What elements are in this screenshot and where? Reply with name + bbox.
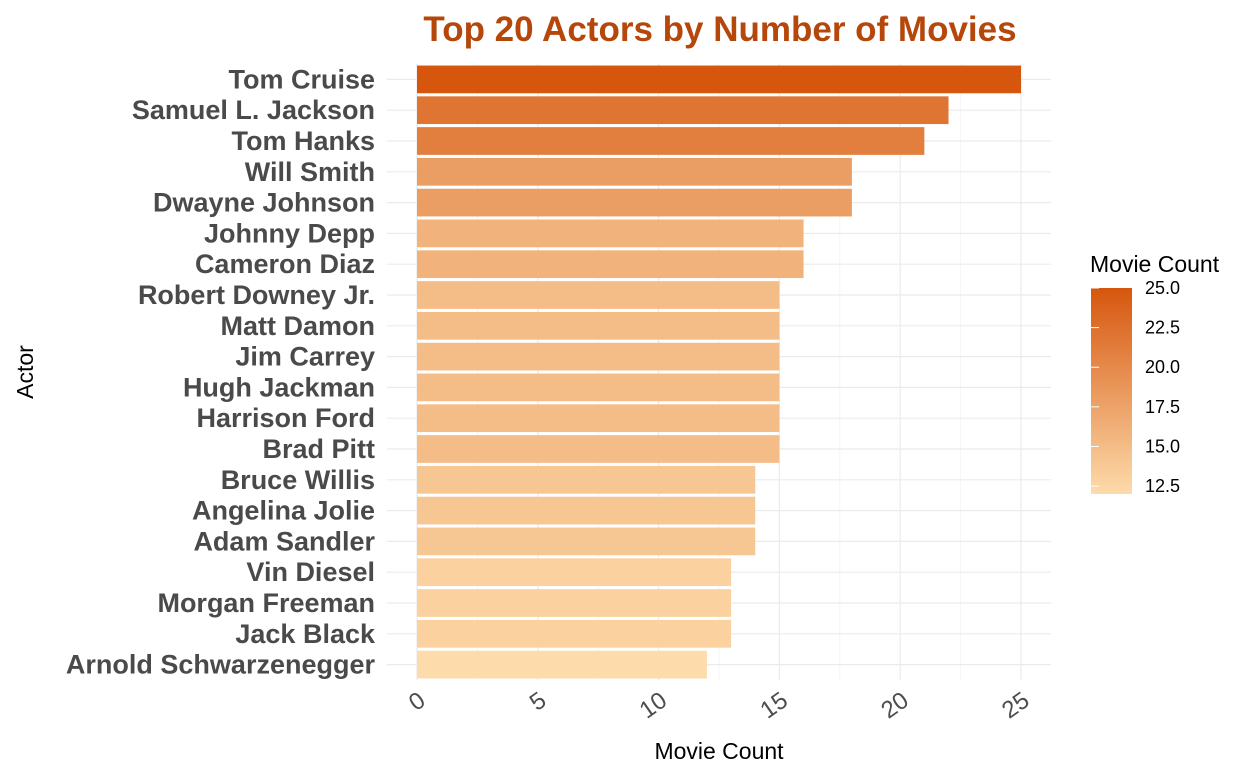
bar	[417, 619, 732, 648]
x-tick-label: 15	[755, 687, 792, 724]
gridlines	[387, 64, 1051, 680]
y-tick-label: Angelina Jolie	[192, 496, 375, 526]
x-axis-title: Movie Count	[654, 738, 784, 764]
y-tick-label: Cameron Diaz	[195, 249, 375, 279]
x-tick-label: 25	[997, 687, 1034, 724]
bar	[417, 496, 756, 525]
chart-title: Top 20 Actors by Number of Movies	[423, 10, 1016, 49]
bar	[417, 650, 707, 679]
bar	[417, 465, 756, 494]
legend-tick-label: 20.0	[1145, 357, 1180, 377]
legend: Movie Count 25.0 22.5 20.0 17.5 15.0 12.5	[1090, 251, 1220, 496]
x-tick-label: 20	[876, 687, 913, 724]
bar	[417, 65, 1021, 94]
y-tick-label: Robert Downey Jr.	[138, 280, 375, 310]
y-tick-label: Arnold Schwarzenegger	[66, 650, 376, 680]
y-tick-label: Adam Sandler	[193, 526, 375, 556]
y-tick-label: Tom Hanks	[231, 126, 375, 156]
bar	[417, 342, 780, 371]
legend-ticks: 25.0 22.5 20.0 17.5 15.0 12.5	[1091, 278, 1180, 496]
x-tick-label: 10	[635, 687, 672, 724]
y-tick-label: Dwayne Johnson	[153, 188, 375, 218]
y-tick-label: Vin Diesel	[246, 557, 375, 587]
y-tick-label: Samuel L. Jackson	[132, 95, 375, 125]
y-tick-label: Brad Pitt	[262, 434, 375, 464]
y-tick-label: Bruce Willis	[221, 465, 375, 495]
legend-tick-label: 17.5	[1145, 397, 1180, 417]
bar	[417, 219, 804, 248]
y-tick-label: Harrison Ford	[196, 403, 375, 433]
bar	[417, 373, 780, 402]
y-tick-label: Hugh Jackman	[183, 372, 375, 402]
y-tick-label: Jack Black	[235, 619, 376, 649]
y-tick-label: Will Smith	[245, 157, 375, 187]
x-tick-label: 5	[525, 687, 551, 717]
legend-tick-label: 12.5	[1145, 476, 1180, 496]
bar	[417, 558, 732, 587]
legend-colorbar	[1091, 288, 1132, 494]
bar	[417, 404, 780, 433]
legend-tick-label: 22.5	[1145, 318, 1180, 338]
y-tick-label: Morgan Freeman	[157, 588, 375, 618]
bar	[417, 589, 732, 617]
legend-title: Movie Count	[1090, 251, 1220, 277]
x-tick-labels: 0 5 10 15 20 25	[404, 687, 1034, 724]
y-tick-label: Johnny Depp	[204, 218, 375, 248]
bar	[417, 96, 949, 125]
bar	[417, 188, 852, 217]
y-tick-label: Tom Cruise	[228, 64, 375, 94]
legend-tick-label: 15.0	[1145, 436, 1180, 456]
bar	[417, 250, 804, 279]
bar	[417, 281, 780, 309]
y-tick-label: Matt Damon	[221, 311, 376, 341]
x-tick-label: 0	[404, 687, 430, 717]
bars	[417, 65, 1021, 679]
bar	[417, 127, 925, 155]
bar	[417, 157, 852, 186]
bar	[417, 311, 780, 340]
y-tick-label: Jim Carrey	[235, 342, 375, 372]
y-axis-title: Actor	[12, 345, 38, 399]
bar	[417, 527, 756, 556]
legend-tick-label: 25.0	[1145, 278, 1180, 298]
bar	[417, 435, 780, 463]
